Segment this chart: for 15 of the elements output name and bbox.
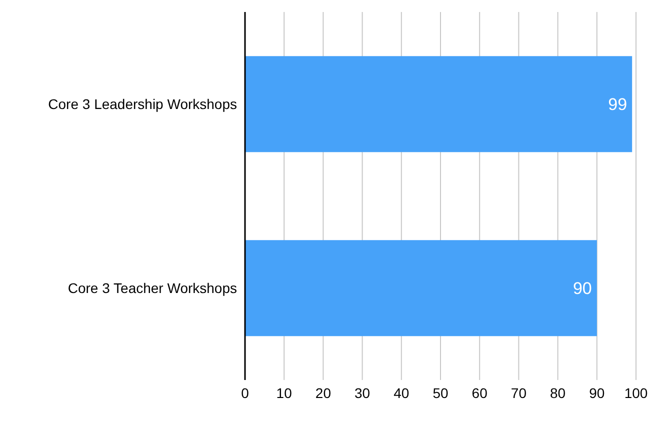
data-label: 90 [572,279,592,298]
x-tick-label: 30 [354,384,370,401]
x-tick-label: 70 [510,384,527,401]
x-tick-label: 0 [241,384,250,401]
x-tick-label: 100 [624,384,648,401]
y-tick-label: Core 3 Teacher Workshops [68,280,237,296]
x-tick-label: 60 [472,384,488,401]
x-tick-label: 80 [550,384,566,401]
x-tick-label: 10 [276,384,292,401]
x-tick-label: 90 [589,384,605,401]
x-tick-label: 50 [432,384,448,401]
x-tick-label: 20 [315,384,332,401]
x-tick-label: 40 [394,384,410,401]
y-tick-label: Core 3 Leadership Workshops [48,96,237,112]
data-label: 99 [608,95,628,114]
